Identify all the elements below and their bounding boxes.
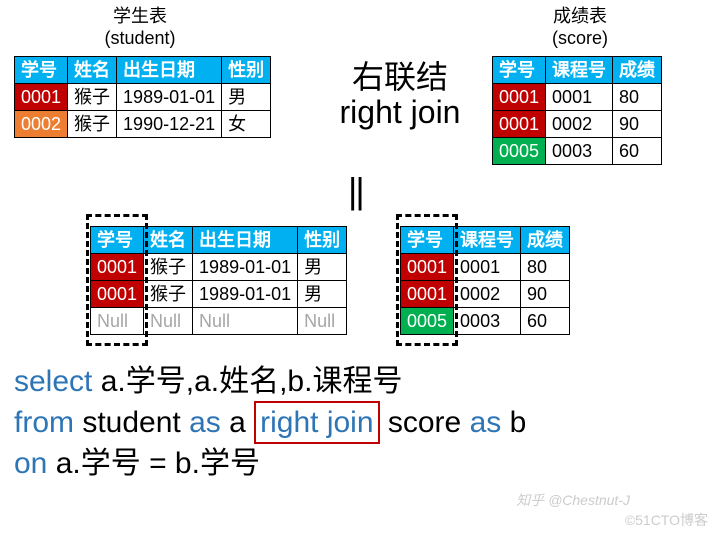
watermark-51cto: ©51CTO博客 — [625, 510, 708, 530]
table-row: 0005000360 — [493, 138, 662, 165]
col-header: 出生日期 — [193, 227, 298, 254]
cell: 0001 — [15, 84, 68, 111]
cell: 猴子 — [144, 254, 193, 281]
sql-l3-rest: a.学号 = b.学号 — [47, 447, 260, 480]
cell: 猴子 — [68, 111, 117, 138]
watermark-zhihu: 知乎 @Chestnut-J — [516, 490, 630, 510]
cell: 60 — [521, 308, 570, 335]
col-header: 课程号 — [546, 57, 613, 84]
score-caption-en: (score) — [520, 28, 640, 50]
col-header: 学号 — [401, 227, 454, 254]
cell: 0005 — [401, 308, 454, 335]
cell: 1989-01-01 — [193, 254, 298, 281]
sql-block: select a.学号,a.姓名,b.课程号 from student as a… — [14, 362, 706, 483]
right-join-box: right join — [254, 401, 379, 444]
cell: Null — [91, 308, 144, 335]
col-header: 姓名 — [68, 57, 117, 84]
col-header: 成绩 — [521, 227, 570, 254]
student-table: 学号姓名出生日期性别0001猴子1989-01-01男0002猴子1990-12… — [14, 56, 271, 138]
table-row: 0001000180 — [401, 254, 570, 281]
kw-from: from — [14, 406, 74, 439]
cell: 男 — [298, 281, 347, 308]
sql-l2-t2: a — [221, 406, 254, 439]
student-caption: 学生表 (student) — [70, 6, 210, 49]
table-row: 0001000290 — [401, 281, 570, 308]
cell: 80 — [521, 254, 570, 281]
sql-l2-t1: student — [74, 406, 189, 439]
col-header: 学号 — [91, 227, 144, 254]
kw-as-2: as — [470, 406, 502, 439]
kw-right-join: right join — [260, 406, 373, 439]
join-title-en: right join — [320, 95, 480, 130]
cell: 0001 — [401, 254, 454, 281]
col-header: 性别 — [298, 227, 347, 254]
cell: 1989-01-01 — [117, 84, 222, 111]
score-table: 学号课程号成绩000100018000010002900005000360 — [492, 56, 662, 165]
cell: 0001 — [546, 84, 613, 111]
col-header: 学号 — [493, 57, 546, 84]
cell: 猴子 — [68, 84, 117, 111]
col-header: 出生日期 — [117, 57, 222, 84]
table-row: 0001000180 — [493, 84, 662, 111]
cell: 0001 — [493, 111, 546, 138]
table-row: 0001猴子1989-01-01男 — [91, 254, 347, 281]
result-score-table: 学号课程号成绩000100018000010002900005000360 — [400, 226, 570, 335]
table-row: 0002猴子1990-12-21女 — [15, 111, 271, 138]
table-row: NullNullNullNull — [91, 308, 347, 335]
sql-l2-t4: b — [501, 406, 526, 439]
cell: 0002 — [15, 111, 68, 138]
kw-on: on — [14, 447, 47, 480]
table-row: 0001000290 — [493, 111, 662, 138]
cell: Null — [144, 308, 193, 335]
result-student-table: 学号姓名出生日期性别0001猴子1989-01-01男0001猴子1989-01… — [90, 226, 347, 335]
sql-l1-rest: a.学号,a.姓名,b.课程号 — [92, 365, 402, 398]
score-caption: 成绩表 (score) — [520, 6, 640, 49]
table-row: 0001猴子1989-01-01男 — [91, 281, 347, 308]
sql-line-2: from student as a right join score as b — [14, 401, 706, 444]
cell: 0001 — [91, 254, 144, 281]
cell: 0001 — [493, 84, 546, 111]
cell: 0003 — [454, 308, 521, 335]
col-header: 学号 — [15, 57, 68, 84]
cell: Null — [193, 308, 298, 335]
equals-symbol: | | — [348, 170, 359, 212]
cell: 男 — [222, 84, 271, 111]
cell: 80 — [613, 84, 662, 111]
kw-select: select — [14, 365, 92, 398]
cell: 90 — [521, 281, 570, 308]
col-header: 课程号 — [454, 227, 521, 254]
sql-line-3: on a.学号 = b.学号 — [14, 444, 706, 483]
table-row: 0005000360 — [401, 308, 570, 335]
col-header: 姓名 — [144, 227, 193, 254]
kw-as-1: as — [189, 406, 221, 439]
score-caption-cn: 成绩表 — [520, 6, 640, 28]
cell: 0001 — [401, 281, 454, 308]
sql-line-1: select a.学号,a.姓名,b.课程号 — [14, 362, 706, 401]
table-row: 0001猴子1989-01-01男 — [15, 84, 271, 111]
col-header: 性别 — [222, 57, 271, 84]
student-caption-en: (student) — [70, 28, 210, 50]
cell: 女 — [222, 111, 271, 138]
cell: 60 — [613, 138, 662, 165]
cell: 0001 — [454, 254, 521, 281]
col-header: 成绩 — [613, 57, 662, 84]
cell: 1989-01-01 — [193, 281, 298, 308]
join-title: 右联结 right join — [320, 60, 480, 130]
sql-l2-t3: score — [380, 406, 470, 439]
cell: 0001 — [91, 281, 144, 308]
cell: 0002 — [546, 111, 613, 138]
join-title-cn: 右联结 — [320, 60, 480, 95]
cell: 90 — [613, 111, 662, 138]
student-caption-cn: 学生表 — [70, 6, 210, 28]
cell: 猴子 — [144, 281, 193, 308]
cell: 0003 — [546, 138, 613, 165]
cell: 1990-12-21 — [117, 111, 222, 138]
cell: 0002 — [454, 281, 521, 308]
cell: Null — [298, 308, 347, 335]
cell: 男 — [298, 254, 347, 281]
cell: 0005 — [493, 138, 546, 165]
